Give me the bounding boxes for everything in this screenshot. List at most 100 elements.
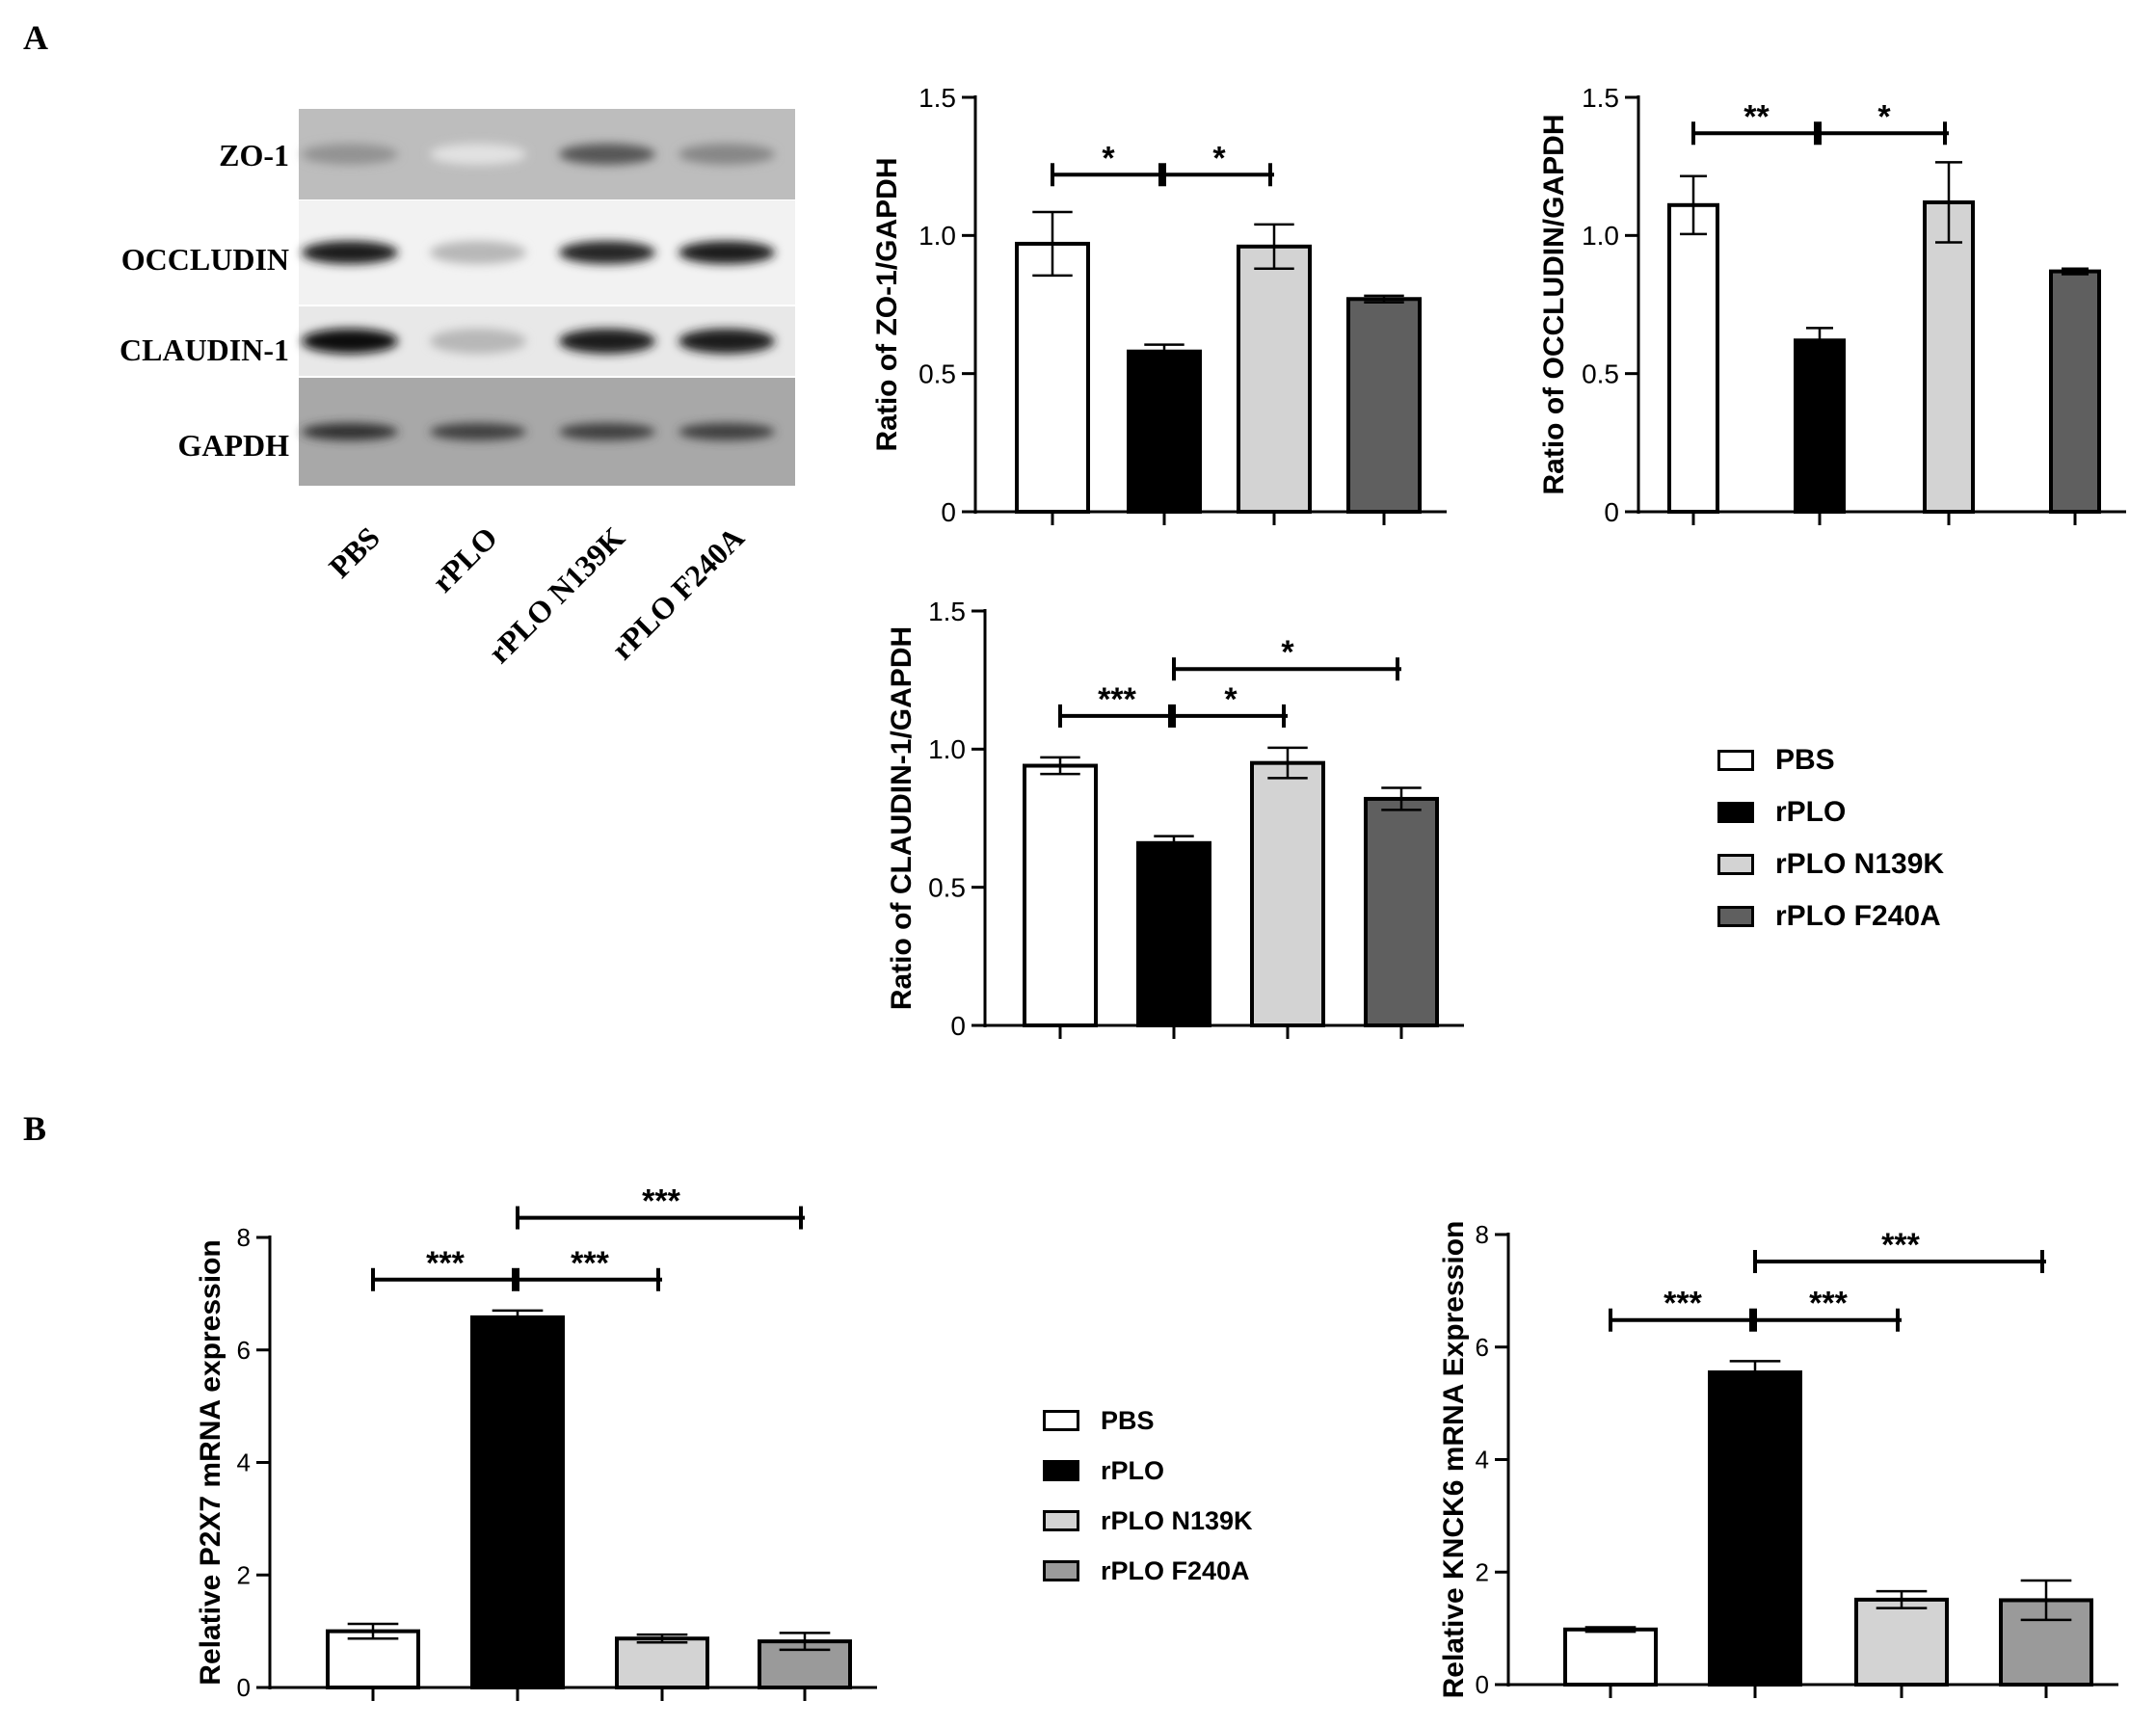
bar <box>758 1639 852 1689</box>
y-tick-label: 1.5 <box>1582 83 1619 113</box>
significance-label: *** <box>1881 1227 1920 1263</box>
legend-label: PBS <box>1775 744 1835 776</box>
legend-label: rPLO F240A <box>1775 900 1941 932</box>
legend-swatch <box>1043 1560 1079 1581</box>
legend-panel-a: PBS rPLO rPLO N139K rPLO F240A <box>1717 734 1944 943</box>
legend-swatch <box>1043 1510 1079 1531</box>
legend-swatch <box>1717 802 1754 823</box>
significance-label: *** <box>571 1245 609 1282</box>
bar <box>1854 1597 1949 1687</box>
significance-label: * <box>1877 98 1891 135</box>
panel-b-label: B <box>23 1109 47 1148</box>
legend-swatch <box>1717 750 1754 771</box>
legend-item: PBS <box>1043 1395 1253 1446</box>
legend-label: rPLO <box>1775 796 1847 828</box>
significance-label: ** <box>1743 98 1770 135</box>
blot-band <box>679 423 775 440</box>
legend-label: rPLO <box>1101 1455 1165 1485</box>
significance-label: *** <box>1809 1286 1848 1322</box>
y-tick-label: 6 <box>237 1336 251 1365</box>
bar <box>1708 1370 1802 1687</box>
blot-row-label: ZO-1 <box>219 138 289 173</box>
legend-label: PBS <box>1101 1405 1155 1435</box>
legend-item: rPLO <box>1717 786 1944 838</box>
blot-row-label: GAPDH <box>177 428 289 463</box>
significance-label: * <box>1281 634 1294 671</box>
legend-item: rPLO N139K <box>1717 838 1944 890</box>
bar <box>1667 202 1719 515</box>
legend-swatch <box>1717 854 1754 875</box>
bar <box>1364 796 1439 1028</box>
bar <box>1015 241 1090 515</box>
y-tick-label: 0 <box>950 1011 966 1041</box>
blot-band <box>302 423 398 440</box>
blot-band <box>559 423 655 440</box>
blot-band <box>302 329 398 354</box>
blot-band <box>679 241 775 264</box>
bar <box>1127 349 1202 514</box>
significance-label: *** <box>1098 681 1136 718</box>
y-tick-label: 2 <box>1476 1557 1489 1586</box>
bar <box>326 1629 420 1689</box>
bar <box>1250 760 1325 1028</box>
y-axis-label: Ratio of OCCLUDIN/GAPDH <box>1538 115 1570 495</box>
y-tick-label: 0 <box>1476 1670 1489 1699</box>
bar <box>2049 269 2101 514</box>
significance-label: * <box>1102 140 1115 176</box>
bar <box>1794 338 1846 514</box>
y-axis-label: Relative P2X7 mRNA expression <box>195 1239 226 1685</box>
y-tick-label: 2 <box>237 1560 251 1589</box>
y-tick-label: 6 <box>1476 1333 1489 1362</box>
y-tick-label: 8 <box>1476 1220 1489 1249</box>
bar <box>1563 1627 1658 1687</box>
blot-band <box>302 144 398 165</box>
y-tick-label: 0 <box>1604 497 1619 527</box>
legend-swatch <box>1717 906 1754 927</box>
bar <box>1023 763 1098 1027</box>
bar <box>1923 199 1975 515</box>
blot-band <box>302 241 398 264</box>
legend-swatch <box>1043 1460 1079 1481</box>
y-tick-label: 1.0 <box>1582 221 1619 251</box>
y-tick-label: 0.5 <box>928 872 966 902</box>
legend-swatch <box>1043 1410 1079 1431</box>
legend-item: PBS <box>1717 734 1944 786</box>
blot-band <box>559 241 655 264</box>
legend-label: rPLO N139K <box>1101 1505 1253 1535</box>
significance-label: *** <box>426 1245 465 1282</box>
blot-row-label: OCCLUDIN <box>121 242 289 277</box>
significance-label: *** <box>642 1183 680 1220</box>
legend-label: rPLO N139K <box>1775 848 1945 880</box>
legend-item: rPLO F240A <box>1043 1546 1253 1596</box>
significance-label: *** <box>1664 1286 1702 1322</box>
bar <box>1999 1598 2093 1687</box>
legend-label: rPLO F240A <box>1101 1555 1250 1585</box>
legend-item: rPLO N139K <box>1043 1496 1253 1546</box>
y-tick-label: 0 <box>237 1673 251 1702</box>
blot-band <box>430 329 526 354</box>
blot-band <box>559 144 655 165</box>
y-tick-label: 1.0 <box>928 734 966 764</box>
blot-row-label: CLAUDIN-1 <box>120 332 289 367</box>
bar <box>615 1636 709 1689</box>
blot-band <box>679 329 775 354</box>
legend-item: rPLO <box>1043 1446 1253 1496</box>
significance-label: * <box>1224 681 1238 718</box>
panel-a-label: A <box>23 18 48 57</box>
y-tick-label: 0.5 <box>1582 359 1619 388</box>
bar <box>470 1315 565 1689</box>
bar <box>1136 840 1211 1027</box>
blot-band <box>430 144 526 165</box>
blot-lane-label: rPLO <box>425 519 504 598</box>
y-tick-label: 4 <box>237 1448 251 1477</box>
blot-band <box>559 329 655 354</box>
blot-lane-label: PBS <box>322 519 386 584</box>
legend-panel-b: PBS rPLO rPLO N139K rPLO F240A <box>1043 1395 1253 1596</box>
blot-band <box>430 423 526 440</box>
y-axis-label: Relative KNCK6 mRNA Expression <box>1438 1221 1470 1699</box>
bar <box>1346 297 1422 514</box>
bar <box>1237 244 1312 515</box>
y-tick-label: 4 <box>1476 1446 1489 1475</box>
legend-item: rPLO F240A <box>1717 890 1944 943</box>
